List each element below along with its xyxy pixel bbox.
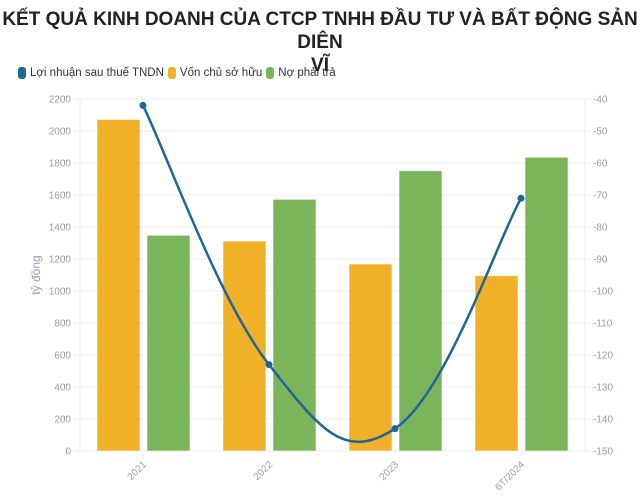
- legend-item-equity[interactable]: Vốn chủ sở hữu: [167, 67, 263, 79]
- profit-point: [265, 361, 273, 369]
- profit-point: [391, 425, 399, 433]
- left-axis-ticks: 0 200 400 600 800 1000 1200 1400 1600 1800 2000 220…: [49, 95, 72, 458]
- x-tick-label: 2021: [126, 459, 150, 483]
- profit-point: [517, 194, 525, 202]
- bar-equity: [222, 240, 267, 452]
- left-axis-label: tỷ đồng: [29, 255, 43, 294]
- right-tick-label: -150: [593, 447, 613, 458]
- right-tick-label: -50: [593, 127, 608, 138]
- right-tick-label: -100: [593, 287, 613, 298]
- bar-equity: [474, 275, 519, 452]
- left-tick-label: 1600: [49, 191, 72, 202]
- left-tick-label: 2000: [49, 127, 72, 138]
- legend-label-liabilities: Nợ phải trả: [278, 67, 336, 79]
- x-tick-label: 2022: [252, 459, 276, 483]
- legend-label-profit: Lợi nhuận sau thuế TNDN: [30, 67, 164, 79]
- right-axis-ticks: -150 -140 -130 -120 -110 -100 -90 -80 -70 -60 -50 -…: [593, 95, 613, 458]
- right-tick-label: -140: [593, 415, 613, 426]
- x-axis-ticks: 2021 2022 2023 6T/2024: [126, 459, 528, 493]
- legend-swatch-profit-icon: [18, 67, 26, 79]
- bar-liabilities: [524, 156, 569, 452]
- left-tick-label: 200: [54, 415, 71, 426]
- chart-title-line1: KẾT QUẢ KINH DOANH CỦA CTCP TNHH ĐẦU TƯ …: [2, 9, 638, 53]
- legend-swatch-liabilities-icon: [266, 67, 275, 79]
- profit-point: [139, 101, 147, 109]
- chart-title: KẾT QUẢ KINH DOANH CỦA CTCP TNHH ĐẦU TƯ …: [0, 8, 640, 77]
- left-tick-label: 1400: [49, 223, 72, 234]
- legend-item-liabilities[interactable]: Nợ phải trả: [266, 67, 336, 79]
- bar-series: [96, 118, 569, 452]
- profit-line: [141, 104, 523, 444]
- legend-label-equity: Vốn chủ sở hữu: [179, 67, 263, 79]
- left-tick-label: 800: [54, 319, 71, 330]
- x-tick-label: 6T/2024: [493, 459, 527, 493]
- x-tick-label: 2023: [378, 459, 402, 483]
- left-tick-label: 400: [54, 383, 71, 394]
- right-tick-label: -40: [593, 95, 608, 106]
- left-tick-label: 1000: [49, 287, 72, 298]
- left-tick-label: 2200: [49, 95, 72, 106]
- legend-item-profit[interactable]: Lợi nhuận sau thuế TNDN: [18, 67, 164, 79]
- right-tick-label: -130: [593, 383, 613, 394]
- right-tick-label: -60: [593, 159, 608, 170]
- right-tick-label: -90: [593, 255, 608, 266]
- legend-swatch-equity-icon: [167, 67, 176, 79]
- left-tick-label: 1200: [49, 255, 72, 266]
- bar-liabilities: [398, 170, 443, 452]
- bar-equity: [96, 118, 141, 452]
- left-tick-label: 1800: [49, 159, 72, 170]
- left-tick-label: 600: [54, 351, 71, 362]
- chart-title-line2: VĨ: [311, 55, 329, 76]
- bar-liabilities: [146, 234, 191, 452]
- right-tick-label: -110: [593, 319, 613, 330]
- left-tick-label: 0: [65, 447, 71, 458]
- right-tick-label: -70: [593, 191, 608, 202]
- right-tick-label: -120: [593, 351, 613, 362]
- chart-legend: Lợi nhuận sau thuế TNDN Vốn chủ sở hữu N…: [18, 65, 340, 81]
- bar-liabilities: [272, 198, 317, 452]
- line-series: [139, 101, 525, 444]
- bar-equity: [348, 263, 393, 452]
- right-tick-label: -80: [593, 223, 608, 234]
